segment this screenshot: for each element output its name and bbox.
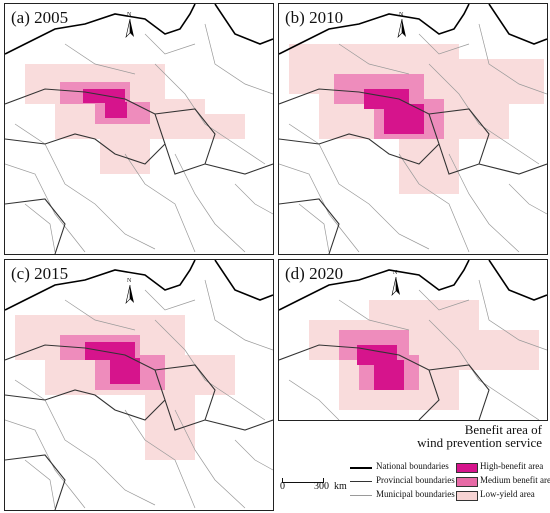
panel-label-2015: (c) 2015	[11, 264, 69, 283]
panel-label-2020: (d) 2020	[285, 264, 344, 283]
scale-unit: km	[334, 481, 347, 492]
north-arrow-icon	[125, 19, 134, 38]
map-panel-2015: (c) 2015 N	[4, 259, 274, 511]
north-label: N	[127, 12, 132, 18]
legend-title-line2: wind prevention service	[417, 435, 542, 450]
legend-title: Benefit area of wind prevention service	[278, 423, 542, 449]
north-label: N	[127, 278, 132, 284]
medium-benefit-swatch	[456, 477, 478, 487]
map-2015	[5, 260, 273, 510]
national-boundary-symbol	[350, 467, 372, 469]
legend-high-benefit: High-benefit area	[480, 461, 544, 471]
legend: Benefit area of wind prevention service …	[278, 423, 550, 511]
scale-bar: 0 300 km	[278, 470, 348, 494]
map-panel-2010: (b) 2010 N	[278, 3, 548, 255]
north-label: N	[399, 12, 404, 18]
panel-label-2005: (a) 2005	[11, 8, 69, 27]
legend-low-yield: Low-yield area	[480, 489, 535, 499]
high-benefit-swatch	[456, 463, 478, 473]
map-2010	[279, 4, 547, 254]
north-arrow-icon	[397, 19, 406, 38]
provincial-boundary-symbol	[350, 481, 372, 482]
north-arrow-icon	[125, 285, 134, 304]
north-arrow: N	[395, 12, 409, 42]
scale-bar-line	[282, 478, 324, 483]
map-2020	[279, 260, 547, 420]
scale-distance: 300	[314, 481, 329, 492]
map-panel-2020: (d) 2020 N	[278, 259, 548, 421]
north-arrow: N	[123, 12, 137, 42]
north-arrow: N	[389, 270, 403, 300]
low-yield-swatch	[456, 491, 478, 501]
scale-zero: 0	[280, 481, 285, 492]
panel-label-2010: (b) 2010	[285, 8, 344, 27]
map-panel-2005: (a) 2005 N	[4, 3, 274, 255]
north-arrow: N	[123, 278, 137, 308]
north-arrow-icon	[391, 277, 400, 296]
municipal-boundary-symbol	[350, 495, 372, 496]
north-label: N	[393, 270, 398, 276]
map-2005	[5, 4, 273, 254]
legend-provincial-boundaries: Provincial boundaries	[376, 475, 455, 485]
legend-medium-benefit: Medium benefit area	[480, 475, 550, 485]
legend-national-boundaries: National boundaries	[376, 461, 449, 471]
legend-municipal-boundaries: Municipal boundaries	[376, 489, 455, 499]
legend-title-line1: Benefit area of	[464, 422, 542, 437]
